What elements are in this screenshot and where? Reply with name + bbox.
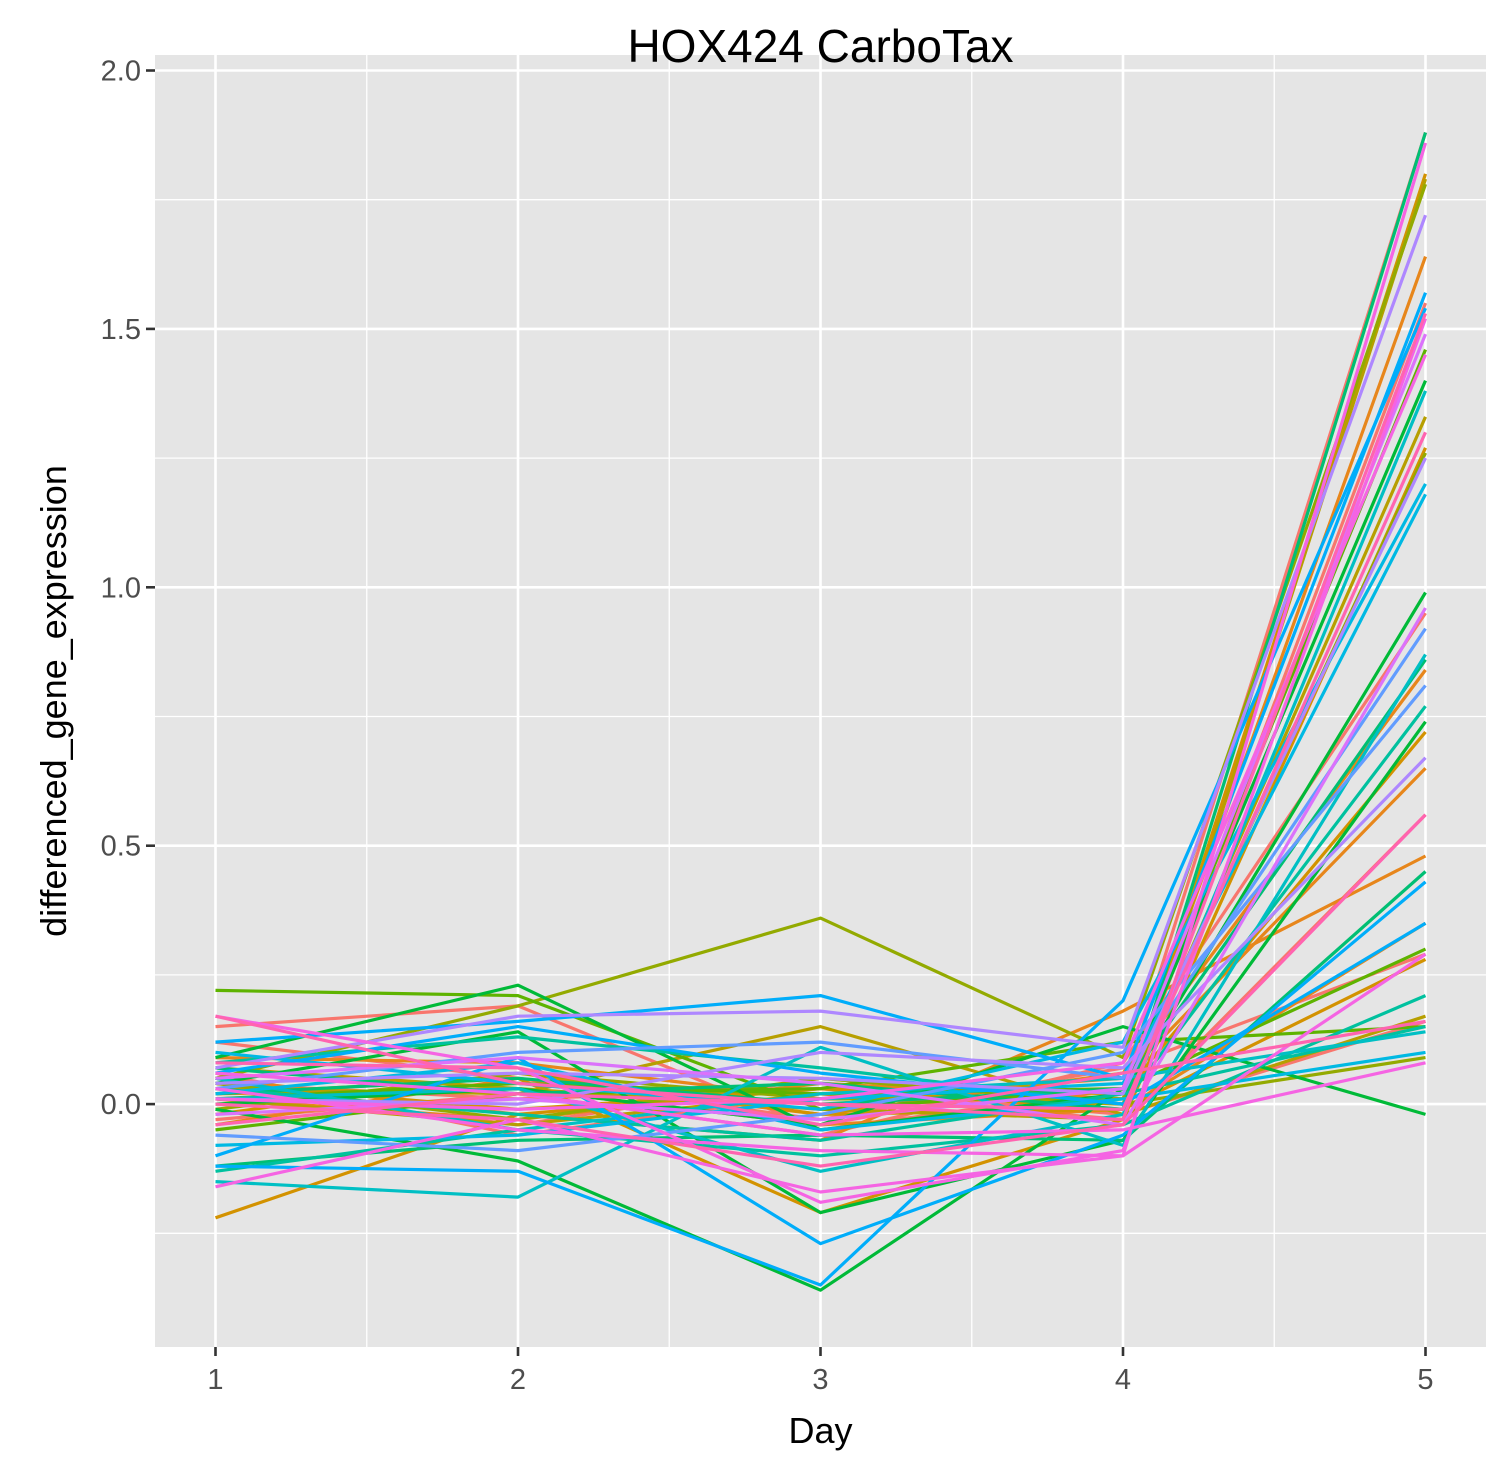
- series-line-53: [215, 318, 1428, 1204]
- series-line-54: [215, 952, 1427, 1158]
- series-line-40: [215, 1050, 1426, 1132]
- series-line-52: [215, 142, 1428, 1194]
- y-axis: 0.0 0.5 1.0 1.5 2.0: [101, 56, 155, 1121]
- x-tick-label: 3: [812, 1364, 828, 1396]
- y-axis-title: differenced_gene_expression: [33, 465, 74, 937]
- series-line-56: [215, 354, 1427, 1111]
- series-line-47: [215, 214, 1428, 1070]
- series-line-32: [215, 705, 1427, 1106]
- y-tick-label: 1.5: [101, 314, 141, 346]
- y-tick-label: 0.0: [101, 1089, 141, 1121]
- x-tick-label: 2: [510, 1364, 526, 1396]
- series-line-60: [215, 431, 1427, 1127]
- y-tick-label: 1.0: [101, 572, 141, 604]
- series-line-50: [215, 607, 1427, 1127]
- x-tick-label: 5: [1417, 1364, 1433, 1396]
- x-axis: 1 2 3 4 5: [207, 1347, 1434, 1396]
- y-tick-label: 2.0: [101, 56, 141, 88]
- series-line-46: [215, 684, 1427, 1153]
- chart-title: HOX424 CarboTax: [627, 20, 1013, 72]
- series-line-37: [215, 1030, 1426, 1132]
- series-line-35: [215, 653, 1427, 1199]
- series-line-27: [215, 720, 1427, 1215]
- series-lines: [214, 132, 1428, 1292]
- series-line-33: [215, 994, 1427, 1173]
- series-line-55: [215, 1061, 1426, 1137]
- series-line-48: [215, 756, 1427, 1106]
- x-tick-label: 1: [207, 1364, 223, 1396]
- y-tick-label: 0.5: [101, 831, 141, 863]
- series-line-58: [215, 813, 1427, 1168]
- x-tick-label: 4: [1115, 1364, 1131, 1396]
- x-axis-title: Day: [788, 1410, 852, 1451]
- series-line-59: [215, 1019, 1426, 1127]
- series-line-43: [215, 880, 1427, 1246]
- series-line-44: [215, 921, 1427, 1106]
